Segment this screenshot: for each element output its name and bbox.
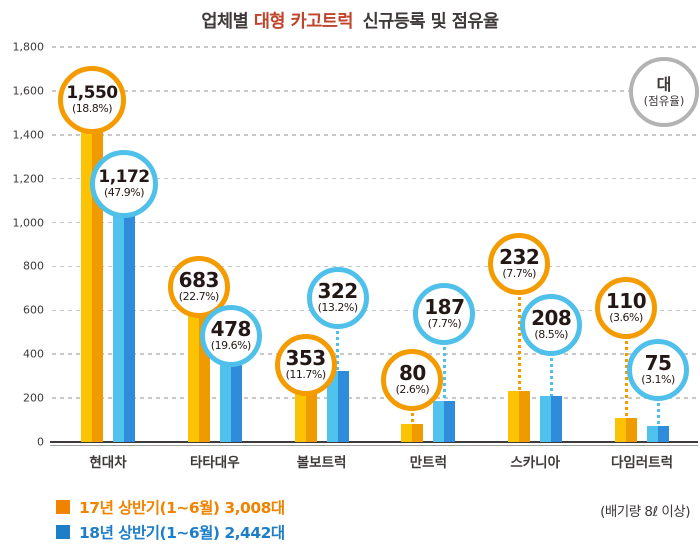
bubble-value: 322 [317, 279, 358, 304]
gridline [52, 90, 698, 92]
legend-swatch-2017 [56, 499, 70, 514]
connector-line [336, 331, 340, 372]
gridline [52, 353, 698, 355]
unit-badge-share: (점유율) [643, 93, 685, 108]
legend-swatch-2018 [56, 524, 70, 539]
y-axis-tick-label: 1,800 [12, 40, 45, 54]
bar-s1-c0 [113, 184, 135, 442]
bubble-share: (11.7%) [285, 368, 327, 382]
connector-line [624, 341, 628, 418]
bubble-share: (13.2%) [317, 301, 359, 315]
value-bubble-s0-c0: 1,550 (18.8%) [58, 66, 126, 134]
x-axis-label: 다임러트럭 [610, 455, 674, 471]
value-bubble-s0-c5: 110 (3.6%) [595, 277, 657, 339]
engine-displacement-note: (배기량 8ℓ 이상) [600, 504, 690, 520]
x-axis-label: 만트럭 [409, 455, 448, 471]
y-axis-tick-label: 400 [23, 347, 44, 361]
value-bubble-s1-c3: 187 (7.7%) [413, 283, 476, 345]
bar-s0-c4 [508, 391, 531, 442]
value-bubble-s1-c0: 1,172 (47.9%) [90, 150, 158, 218]
bar-s1-c2 [326, 371, 349, 442]
value-bubble-s1-c5: 75 (3.1%) [627, 339, 689, 401]
bubble-share: (7.7%) [502, 267, 536, 281]
bar-s0-c0 [81, 101, 103, 442]
bubble-share: (7.7%) [427, 317, 462, 331]
bubble-share: (2.6%) [395, 383, 430, 397]
y-axis-tick-label: 1,600 [12, 84, 45, 98]
connector-line [442, 347, 446, 401]
x-axis-label: 타타대우 [189, 455, 240, 471]
legend-item-2017: 17년 상반기(1~6월) 3,008대 [56, 494, 285, 519]
gridline [52, 397, 698, 399]
connector-line [410, 413, 414, 425]
value-bubble-s1-c2: 322 (13.2%) [306, 267, 369, 329]
connector-line [517, 297, 521, 392]
bubble-share: (47.9%) [103, 185, 145, 199]
bubble-value: 1,172 [98, 166, 150, 187]
gridline [52, 309, 698, 312]
legend-label-2018: 18년 상반기(1~6월) 2,442대 [79, 523, 285, 542]
title-suffix: 신규등록 및 점유율 [357, 12, 499, 32]
y-axis-tick-label: 0 [37, 435, 44, 449]
bar-s1-c4 [540, 396, 563, 442]
legend-item-2018: 18년 상반기(1~6월) 2,442대 [56, 519, 285, 544]
bubble-share: (3.6%) [609, 311, 643, 325]
bubble-value: 75 [644, 351, 672, 376]
page-title: 업체별 대형 카고트럭 신규등록 및 점유율 [0, 8, 700, 33]
value-bubble-s0-c2: 353 (11.7%) [274, 334, 337, 396]
gridline [52, 177, 698, 180]
y-axis-tick-label: 600 [23, 303, 44, 317]
bar-s1-c3 [433, 400, 456, 442]
bar-s0-c5 [615, 417, 637, 442]
y-axis-tick-label: 1,000 [12, 216, 45, 230]
y-axis-tick-label: 1,200 [12, 172, 45, 186]
bubble-value: 1,550 [66, 82, 118, 103]
unit-badge: 대 (점유율) [629, 57, 699, 127]
bubble-share: (8.5%) [534, 328, 568, 342]
x-axis-line-shadow [50, 444, 698, 446]
y-axis-tick-label: 800 [23, 259, 44, 273]
x-axis-label: 현대차 [89, 455, 127, 471]
bubble-value: 232 [499, 245, 540, 270]
bubble-value: 80 [398, 361, 426, 386]
value-bubble-s0-c4: 232 (7.7%) [488, 233, 551, 295]
y-axis-tick-label: 200 [23, 391, 44, 405]
bubble-value: 353 [285, 346, 326, 371]
value-bubble-s1-c1: 478 (19.6%) [199, 305, 262, 367]
bubble-share: (3.1%) [641, 373, 675, 387]
bar-s0-c3 [401, 424, 424, 442]
x-axis-label: 스카니아 [510, 455, 561, 471]
legend: 17년 상반기(1~6월) 3,008대 18년 상반기(1~6월) 2,442… [56, 494, 285, 544]
bubble-share: (19.6%) [210, 339, 252, 353]
gridline [52, 134, 698, 136]
bar-s1-c5 [647, 425, 669, 442]
legend-label-2017: 17년 상반기(1~6월) 3,008대 [79, 498, 285, 517]
gridline [52, 265, 698, 268]
gridline [52, 221, 698, 224]
value-bubble-s1-c4: 208 (8.5%) [520, 294, 583, 356]
value-bubble-s0-c3: 80 (2.6%) [381, 349, 444, 411]
title-prefix: 업체별 [201, 12, 254, 32]
bubble-value: 683 [178, 268, 220, 293]
x-axis-label: 볼보트럭 [296, 455, 347, 471]
connector-line [549, 358, 553, 397]
connector-line [656, 403, 660, 426]
title-highlight: 대형 카고트럭 [253, 12, 354, 32]
bubble-value: 187 [424, 295, 465, 320]
bubble-value: 478 [210, 317, 252, 342]
bubble-value: 110 [605, 289, 647, 314]
bubble-share: (18.8%) [71, 101, 113, 115]
bubble-share: (22.7%) [178, 290, 220, 304]
gridline [52, 46, 698, 48]
y-axis-tick-label: 1,400 [12, 128, 45, 142]
unit-badge-unit: 대 [656, 75, 672, 95]
x-axis-line [50, 441, 698, 443]
bubble-value: 208 [531, 306, 572, 331]
